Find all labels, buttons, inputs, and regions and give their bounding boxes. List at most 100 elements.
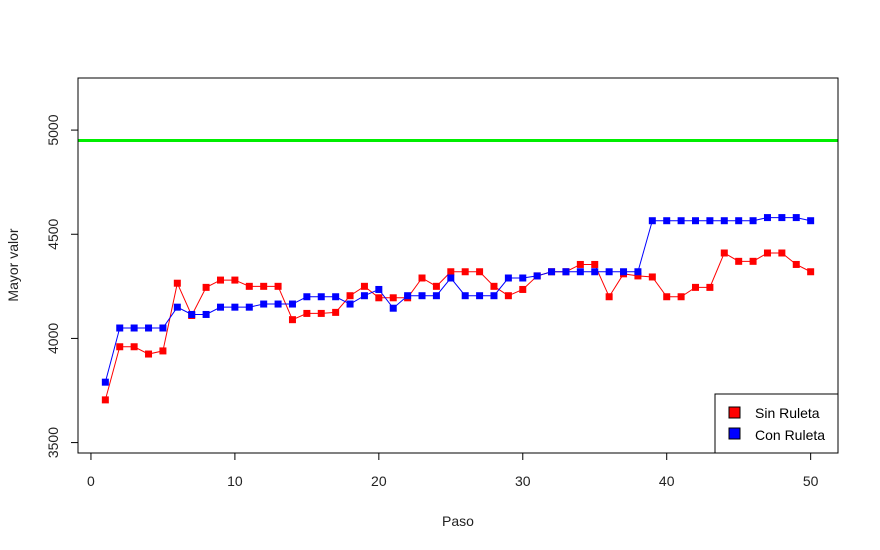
data-point-con-ruleta	[706, 217, 714, 225]
data-point-sin-ruleta	[418, 274, 426, 282]
data-point-con-ruleta	[720, 217, 728, 225]
legend: Sin Ruleta Con Ruleta	[714, 393, 839, 454]
data-point-con-ruleta	[217, 303, 224, 311]
data-point-con-ruleta	[576, 268, 584, 276]
y-axis: 3500 4000 4500 5000	[45, 114, 79, 458]
data-point-con-ruleta	[692, 217, 699, 225]
data-point-sin-ruleta	[807, 268, 815, 276]
data-point-con-ruleta	[159, 324, 167, 332]
data-point-sin-ruleta	[101, 396, 109, 404]
data-point-con-ruleta	[418, 292, 426, 300]
data-point-sin-ruleta	[159, 347, 167, 355]
data-point-sin-ruleta	[202, 283, 210, 291]
data-point-sin-ruleta	[274, 282, 282, 290]
data-point-con-ruleta	[533, 272, 541, 280]
data-point-sin-ruleta	[720, 249, 728, 257]
data-point-sin-ruleta	[245, 282, 253, 290]
y-tick-label: 4500	[45, 218, 61, 249]
y-axis-title: Mayor valor	[5, 228, 21, 301]
data-point-con-ruleta	[245, 303, 253, 311]
data-point-con-ruleta	[807, 217, 815, 225]
data-point-sin-ruleta	[432, 282, 440, 290]
series-line-sin-ruleta	[104, 252, 811, 401]
data-point-sin-ruleta	[490, 282, 498, 290]
data-point-sin-ruleta	[749, 257, 757, 265]
data-point-con-ruleta	[432, 292, 440, 300]
data-point-con-ruleta	[548, 268, 556, 276]
y-tick-label: 5000	[45, 114, 61, 145]
data-point-con-ruleta	[202, 310, 210, 318]
data-point-con-ruleta	[634, 268, 642, 276]
data-point-con-ruleta	[677, 217, 685, 225]
x-tick-label: 50	[803, 473, 819, 489]
x-axis-title: Paso	[442, 513, 474, 529]
plot-content	[78, 139, 838, 404]
legend-box	[714, 393, 839, 454]
x-tick-label: 30	[515, 473, 531, 489]
data-point-sin-ruleta	[303, 309, 311, 317]
data-point-con-ruleta	[317, 293, 325, 301]
legend-swatch-con-ruleta	[728, 427, 741, 440]
data-point-sin-ruleta	[217, 276, 224, 284]
data-point-sin-ruleta	[360, 282, 368, 290]
data-point-con-ruleta	[360, 292, 368, 300]
data-point-sin-ruleta	[260, 282, 268, 290]
data-point-con-ruleta	[231, 303, 239, 311]
data-point-con-ruleta	[375, 285, 383, 293]
data-point-sin-ruleta	[591, 260, 599, 268]
data-point-con-ruleta	[461, 292, 469, 300]
y-tick-label: 4000	[45, 323, 61, 354]
data-point-con-ruleta	[116, 324, 124, 332]
data-point-con-ruleta	[648, 217, 656, 225]
data-point-sin-ruleta	[648, 273, 656, 281]
data-point-con-ruleta	[504, 274, 512, 282]
data-point-con-ruleta	[332, 293, 340, 301]
data-point-con-ruleta	[792, 214, 800, 222]
data-point-sin-ruleta	[375, 294, 383, 302]
x-tick-label: 10	[227, 473, 243, 489]
data-point-con-ruleta	[490, 292, 498, 300]
data-point-con-ruleta	[288, 300, 296, 308]
data-point-sin-ruleta	[576, 260, 584, 268]
data-point-sin-ruleta	[677, 293, 685, 301]
data-point-con-ruleta	[346, 300, 354, 308]
data-point-con-ruleta	[101, 378, 109, 386]
x-tick-label: 20	[371, 473, 387, 489]
data-point-con-ruleta	[620, 268, 628, 276]
data-point-sin-ruleta	[605, 293, 613, 301]
x-tick-label: 40	[659, 473, 675, 489]
data-point-sin-ruleta	[461, 268, 469, 276]
x-axis: 0 10 20 30 40 50	[87, 452, 819, 489]
data-point-con-ruleta	[274, 300, 282, 308]
data-point-con-ruleta	[778, 214, 786, 222]
y-tick-label: 3500	[45, 427, 61, 458]
data-point-sin-ruleta	[346, 292, 354, 300]
data-point-sin-ruleta	[116, 343, 124, 351]
data-point-sin-ruleta	[706, 283, 714, 291]
data-point-sin-ruleta	[476, 268, 484, 276]
data-point-sin-ruleta	[317, 309, 325, 317]
legend-swatch-sin-ruleta	[728, 406, 741, 419]
data-point-con-ruleta	[735, 217, 743, 225]
data-point-con-ruleta	[188, 310, 196, 318]
data-point-sin-ruleta	[389, 294, 397, 302]
data-point-con-ruleta	[173, 303, 181, 311]
data-point-sin-ruleta	[663, 293, 671, 301]
data-point-con-ruleta	[591, 268, 599, 276]
data-point-con-ruleta	[447, 274, 455, 282]
data-point-con-ruleta	[260, 300, 268, 308]
legend-label-sin-ruleta: Sin Ruleta	[755, 405, 820, 421]
data-point-con-ruleta	[476, 292, 484, 300]
data-point-con-ruleta	[130, 324, 138, 332]
x-tick-label: 0	[87, 473, 95, 489]
data-point-sin-ruleta	[634, 272, 642, 280]
data-point-con-ruleta	[663, 217, 671, 225]
data-point-sin-ruleta	[792, 260, 800, 268]
data-point-con-ruleta	[749, 217, 757, 225]
data-point-sin-ruleta	[447, 268, 455, 276]
data-point-sin-ruleta	[173, 279, 181, 287]
data-point-con-ruleta	[145, 324, 153, 332]
data-point-con-ruleta	[763, 214, 771, 222]
legend-label-con-ruleta: Con Ruleta	[755, 427, 825, 443]
